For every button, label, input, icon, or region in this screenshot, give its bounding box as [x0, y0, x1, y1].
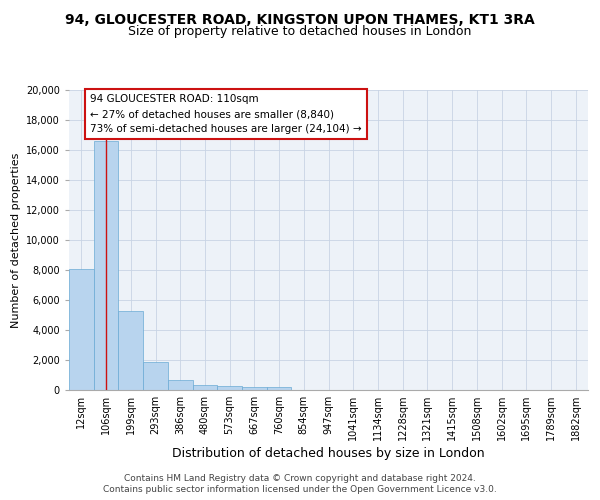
- Text: 94 GLOUCESTER ROAD: 110sqm
← 27% of detached houses are smaller (8,840)
73% of s: 94 GLOUCESTER ROAD: 110sqm ← 27% of deta…: [90, 94, 362, 134]
- Text: Contains public sector information licensed under the Open Government Licence v3: Contains public sector information licen…: [103, 485, 497, 494]
- Bar: [118, 310, 143, 390]
- Text: 94, GLOUCESTER ROAD, KINGSTON UPON THAMES, KT1 3RA: 94, GLOUCESTER ROAD, KINGSTON UPON THAME…: [65, 12, 535, 26]
- Bar: [217, 386, 242, 390]
- Bar: [94, 141, 118, 390]
- Bar: [267, 388, 292, 390]
- X-axis label: Distribution of detached houses by size in London: Distribution of detached houses by size …: [172, 448, 485, 460]
- Bar: [193, 385, 217, 390]
- Bar: [242, 386, 267, 390]
- Y-axis label: Number of detached properties: Number of detached properties: [11, 152, 20, 328]
- Bar: [143, 362, 168, 390]
- Text: Contains HM Land Registry data © Crown copyright and database right 2024.: Contains HM Land Registry data © Crown c…: [124, 474, 476, 483]
- Bar: [69, 268, 94, 390]
- Text: Size of property relative to detached houses in London: Size of property relative to detached ho…: [128, 25, 472, 38]
- Bar: [168, 380, 193, 390]
